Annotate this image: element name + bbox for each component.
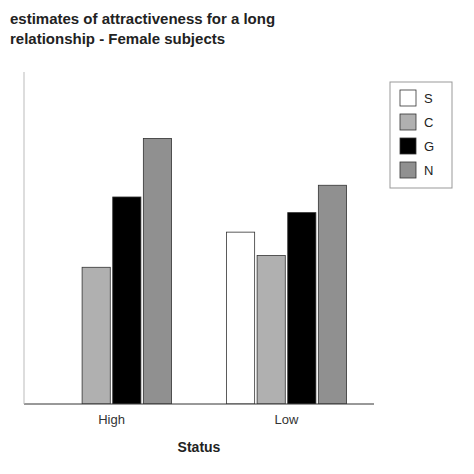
legend-swatch [400,90,416,106]
legend-swatch [400,114,416,130]
bar [113,197,141,404]
bar [226,232,254,404]
chart-container: estimates of attractiveness for a long re… [0,0,474,474]
legend-swatch [400,138,416,154]
x-tick-label: High [98,412,125,427]
bar [82,267,110,404]
title: estimates of attractiveness for a long [10,10,275,27]
bar [257,256,285,404]
chart: estimates of attractiveness for a long re… [0,0,474,474]
legend-swatch [400,162,416,178]
x-axis-label: Status [178,439,221,455]
x-tick-label: Low [275,412,299,427]
legend-label: N [424,163,433,178]
legend-label: C [424,115,433,130]
subtitle: relationship - Female subjects [10,30,225,47]
bar [318,185,346,404]
legend-label: S [424,91,433,106]
bar [288,213,316,404]
bars [82,138,346,404]
x-axis [24,404,374,405]
legend-frame [390,82,452,188]
legend: SCGN [390,82,452,188]
legend-label: G [424,139,434,154]
bar [143,138,171,404]
y-axis [24,72,25,404]
